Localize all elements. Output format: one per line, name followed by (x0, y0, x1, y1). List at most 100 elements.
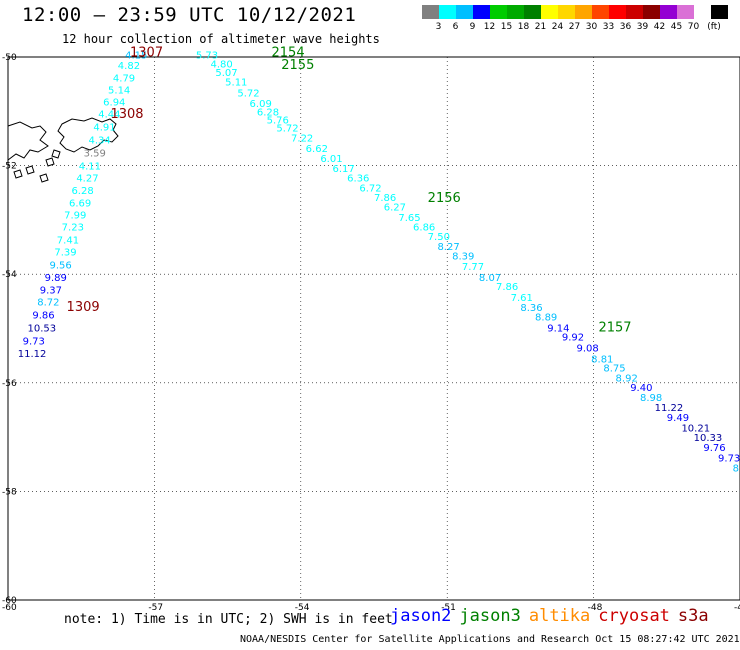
swh-value: 5.14 (108, 86, 130, 97)
page-subtitle: 12 hour collection of altimeter wave hei… (62, 32, 380, 46)
scale-swatch (473, 5, 490, 19)
swh-value: 10.53 (28, 323, 57, 334)
scale-swatch (507, 5, 524, 19)
east-falkland-outline (57, 117, 119, 153)
scale-swatch (609, 5, 626, 19)
scale-label: 9 (469, 22, 476, 32)
swh-value: 5.73 (196, 50, 218, 61)
swh-value: 4.27 (76, 174, 98, 185)
footer-credit: NOAA/NESDIS Center for Satellite Applica… (240, 634, 740, 645)
pass-number: 2155 (281, 58, 314, 73)
scale-swatch (677, 5, 694, 19)
swh-value: 8.89 (535, 313, 557, 324)
swh-value: 8.27 (437, 242, 459, 253)
swh-value: 11.22 (655, 403, 684, 414)
swh-value: 7.22 (291, 133, 313, 144)
swh-value: 4.44 (98, 109, 120, 120)
swh-value: 7.77 (462, 262, 484, 273)
lat-label: -52 (2, 162, 17, 172)
swh-value: 7.99 (64, 210, 86, 221)
swh-value: 8.72 (37, 297, 59, 308)
swh-value: 9.92 (562, 333, 584, 344)
swh-value: 7.39 (54, 247, 76, 258)
satellite-legend: jason2 jason3 altika cryosat s3a (390, 606, 717, 626)
scale-swatch (643, 5, 660, 19)
swh-value: 8.36 (520, 303, 542, 314)
map-frame (7, 56, 740, 601)
axis-labels: -50 -52 -54 -56 -58 -60 -57 -54 -51 -48 -45 -60 (2, 53, 740, 613)
swh-value: 5.11 (225, 77, 247, 88)
swh-value: 9.40 (630, 383, 652, 394)
swh-value: 8.98 (640, 393, 662, 404)
swh-value: 8.07 (479, 273, 501, 284)
swh-value: 6.62 (306, 144, 328, 155)
scale-swatch (660, 5, 677, 19)
scale-label: 36 (619, 22, 632, 32)
scale-label: 15 (500, 22, 513, 32)
swh-value: 9.86 (32, 310, 54, 321)
swh-value: 7.41 (57, 235, 79, 246)
legend-item-altika: altika (528, 606, 591, 626)
scale-swatch (439, 5, 456, 19)
swh-value: 4.15 (125, 50, 147, 61)
pass-number: 1309 (67, 300, 100, 315)
falkland-islet-3 (39, 173, 49, 183)
legend-item-s3a: s3a (677, 606, 709, 626)
swh-value: 5.72 (237, 88, 259, 99)
pass-number: 1307 (130, 46, 163, 61)
swh-value: 6.72 (359, 183, 381, 194)
swh-value: 6.01 (320, 154, 342, 165)
falkland-islet-4 (51, 149, 61, 159)
swh-value: 4.80 (211, 60, 233, 71)
page-title: 12:00 – 23:59 UTC 10/12/2021 (22, 4, 357, 26)
scale-label: 45 (670, 22, 683, 32)
lat-label: -54 (2, 270, 17, 280)
wave-height-color-scale: 3 6 9 12 15 18 21 24 27 30 33 36 39 42 45 70 (ft) (422, 5, 728, 35)
swh-value: 9.08 (577, 344, 599, 355)
scale-label: 3 (435, 22, 442, 32)
scale-label: 6 (452, 22, 459, 32)
scale-label: 33 (602, 22, 615, 32)
lon-label: -54 (295, 603, 310, 613)
falkland-islands-land (7, 117, 119, 183)
swh-value: 7.50 (428, 232, 450, 243)
swh-value: 6.86 (413, 222, 435, 233)
swh-value: 8.39 (452, 252, 474, 263)
altimeter-tracks: 4.154.82 4.795.146.944.44 4.91 4.34 3.59 4.11… (18, 46, 740, 475)
swh-value: 6.36 (347, 174, 369, 185)
falkland-islet-1 (45, 157, 55, 167)
scale-swatch (422, 5, 439, 19)
falkland-islet-5 (13, 169, 23, 179)
map-gridlines (7, 56, 740, 601)
lat-label: -56 (2, 379, 17, 389)
swh-value: 4.11 (79, 162, 101, 173)
lon-label: -60 (2, 603, 17, 613)
scale-label: 24 (551, 22, 564, 32)
swh-value: 7.65 (398, 213, 420, 224)
swh-value: 5.72 (276, 124, 298, 135)
scale-unit: (ft) (707, 22, 721, 32)
swh-value: 9.73 (718, 454, 740, 465)
swh-value: 6.94 (103, 98, 125, 109)
lon-label: -45 (734, 603, 740, 613)
swh-value: 7.23 (62, 222, 84, 233)
scale-label: 42 (653, 22, 666, 32)
scale-label: 39 (636, 22, 649, 32)
swh-value: 6.17 (333, 164, 355, 175)
swh-value: 10.21 (681, 423, 710, 434)
scale-swatch (711, 5, 728, 19)
scale-swatch (592, 5, 609, 19)
swh-value: 8.92 (616, 373, 638, 384)
swh-value: 3.59 (84, 149, 106, 160)
legend-item-jason2: jason2 (390, 606, 452, 626)
swh-value: 9.14 (547, 323, 569, 334)
swh-value: 4.34 (89, 136, 111, 147)
swh-value: 4.91 (93, 123, 115, 134)
pass-number: 1308 (110, 107, 143, 122)
swh-value: 7.61 (511, 293, 533, 304)
scale-label: 18 (517, 22, 530, 32)
scale-swatch (541, 5, 558, 19)
swh-value: 8.90 (733, 464, 740, 475)
scale-swatch (490, 5, 507, 19)
pass-number: 2157 (598, 320, 631, 335)
